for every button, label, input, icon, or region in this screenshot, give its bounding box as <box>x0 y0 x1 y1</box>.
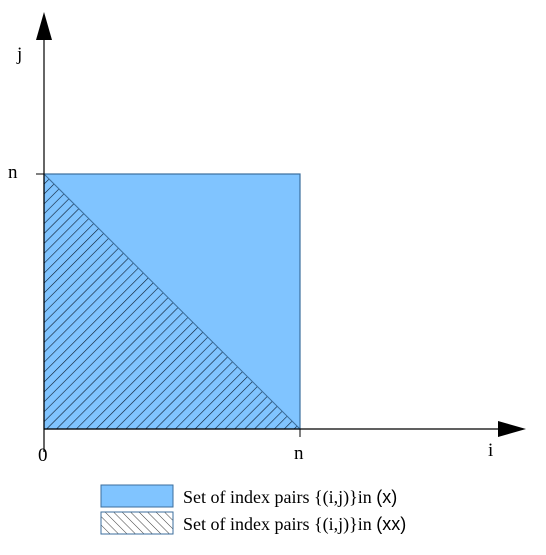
y-axis-label: j <box>16 44 22 65</box>
legend-label-hatched: Set of index pairs {(i,j)}in (xx) <box>183 514 406 535</box>
legend-label-solid: Set of index pairs {(i,j)}in (x) <box>183 487 397 508</box>
x-tick-label: n <box>294 443 304 464</box>
legend-suffix-solid: (x) <box>376 487 397 507</box>
origin-label: 0 <box>38 445 48 466</box>
x-axis-label: i <box>488 440 493 461</box>
legend: Set of index pairs {(i,j)}in (x) Set of … <box>100 484 406 535</box>
legend-swatch-hatched <box>100 511 174 535</box>
x-axis-arrow <box>498 421 526 437</box>
y-axis-arrow <box>36 12 52 40</box>
legend-suffix-hatched: (xx) <box>376 514 406 534</box>
y-tick-label: n <box>8 162 18 183</box>
legend-swatch-solid <box>100 484 174 508</box>
